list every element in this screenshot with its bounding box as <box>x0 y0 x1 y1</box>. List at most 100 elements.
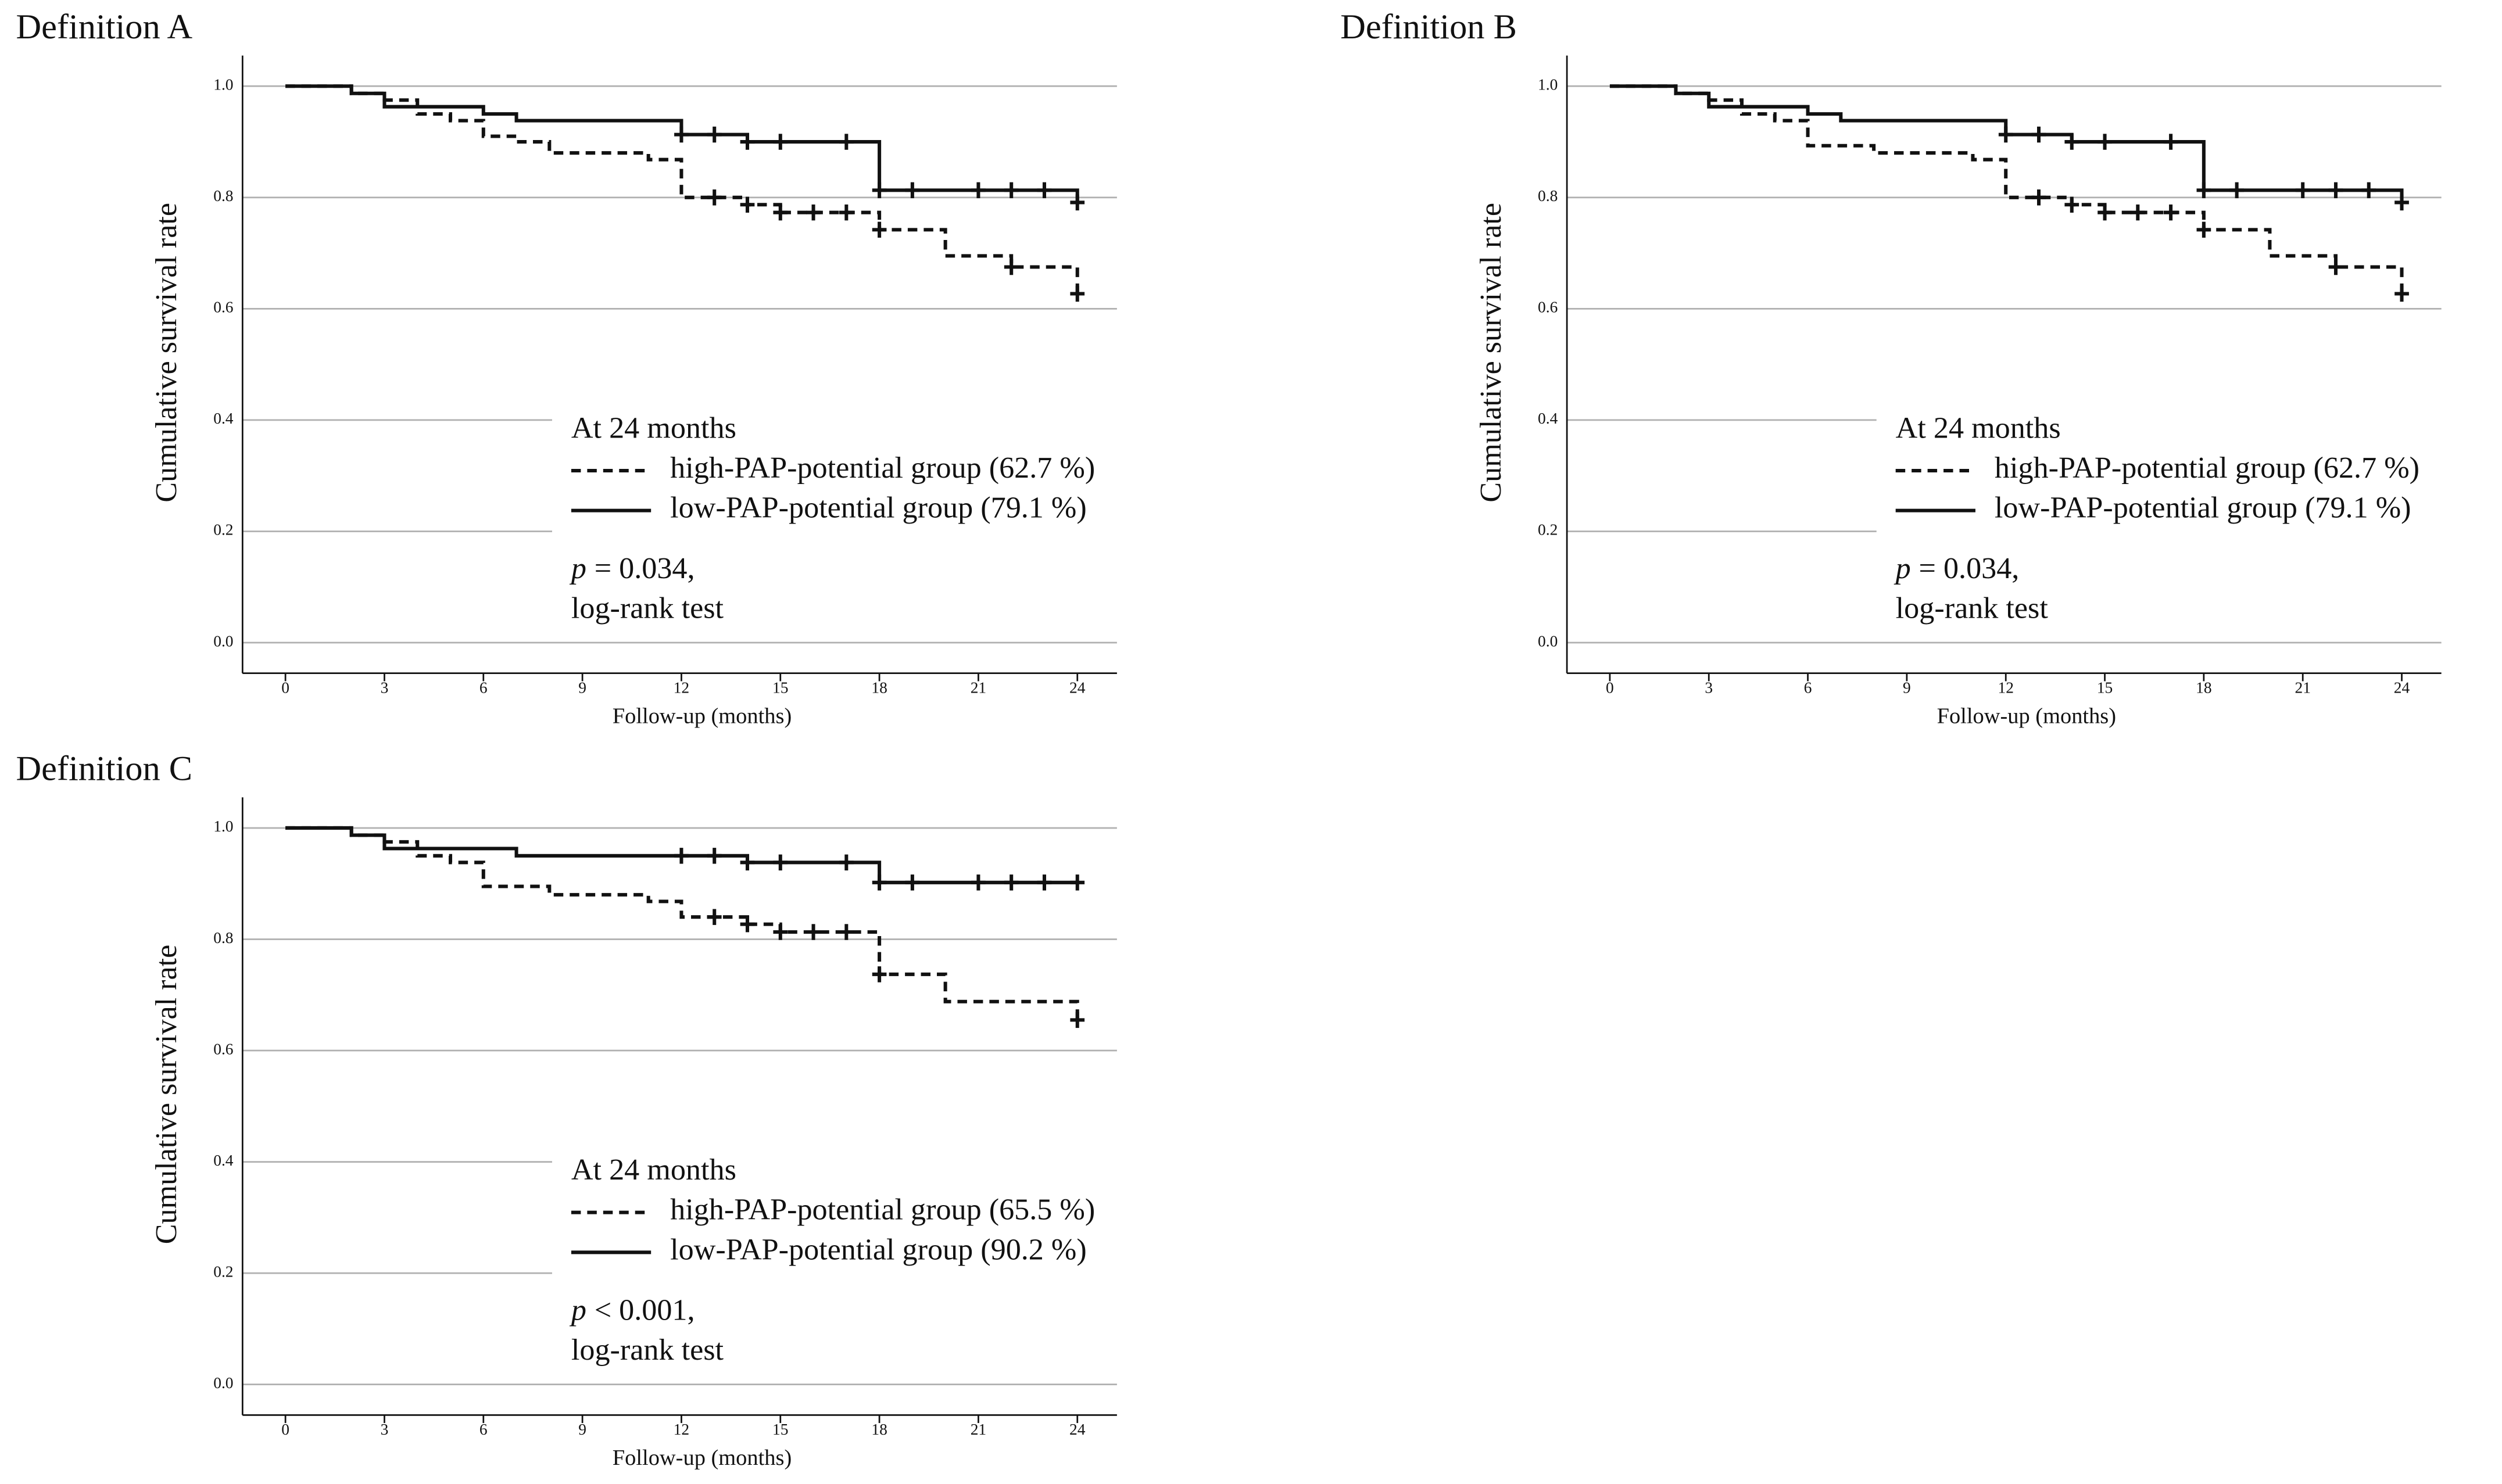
censor-mark <box>1070 194 1085 211</box>
y-tick-label: 0.8 <box>213 929 233 947</box>
censor-mark <box>1070 874 1085 891</box>
legend-label: low-PAP-potential group (90.2 %) <box>670 1233 1087 1266</box>
legend-title: At 24 months <box>571 411 736 445</box>
censor-mark <box>1037 874 1052 891</box>
censor-mark <box>2295 182 2310 199</box>
x-tick-label: 3 <box>381 679 389 696</box>
chart-title: Definition A <box>16 8 192 46</box>
censor-mark <box>740 854 755 871</box>
censor-mark <box>773 924 788 940</box>
censor-mark <box>2196 221 2211 238</box>
x-tick-label: 15 <box>2097 679 2113 696</box>
censor-mark <box>1004 874 1019 891</box>
legend-label: low-PAP-potential group (79.1 %) <box>670 492 1087 525</box>
y-tick-label: 0.0 <box>213 632 233 650</box>
censor-mark <box>1070 1012 1085 1028</box>
censor-mark <box>839 134 854 150</box>
p-value: p = 0.034, <box>1893 552 2020 585</box>
censor-mark <box>872 221 887 238</box>
censor-mark <box>1070 285 1085 302</box>
x-tick-label: 6 <box>479 1421 488 1438</box>
censor-mark <box>971 874 986 891</box>
y-tick-label: 1.0 <box>213 76 233 94</box>
chart-title: Definition B <box>1340 8 1517 46</box>
censor-mark <box>1004 182 1019 199</box>
x-axis-label: Follow-up (months) <box>613 1446 792 1470</box>
censor-mark <box>905 874 920 891</box>
censor-mark <box>872 874 887 891</box>
censor-mark <box>2130 204 2145 221</box>
censor-mark <box>2328 182 2343 199</box>
censor-mark <box>2328 259 2343 275</box>
y-axis-label: Cumulative survival rate <box>1474 203 1508 503</box>
x-tick-label: 12 <box>674 1421 689 1438</box>
censor-mark <box>707 909 722 925</box>
x-tick-label: 3 <box>1705 679 1713 696</box>
legend-background <box>1876 399 2502 632</box>
censor-mark <box>905 182 920 199</box>
x-tick-label: 24 <box>1069 1421 1086 1438</box>
y-tick-label: 0.0 <box>1538 632 1558 650</box>
p-value: p = 0.034, <box>569 552 695 585</box>
x-tick-label: 21 <box>971 679 986 696</box>
survival-curve <box>285 826 1079 1020</box>
legend-background <box>552 1141 1191 1374</box>
censor-mark <box>839 924 854 940</box>
censor-mark <box>674 848 689 864</box>
x-tick-label: 18 <box>871 1421 887 1438</box>
censor-mark <box>872 966 887 983</box>
y-tick-label: 0.4 <box>213 1152 234 1169</box>
x-tick-label: 15 <box>772 1421 788 1438</box>
censor-mark <box>839 854 854 871</box>
y-tick-label: 0.8 <box>1538 187 1558 205</box>
censor-mark <box>2163 204 2178 221</box>
y-tick-label: 1.0 <box>213 818 233 835</box>
censor-mark <box>2097 134 2112 150</box>
p-text: = 0.034, <box>595 552 695 585</box>
y-tick-label: 0.4 <box>213 410 234 427</box>
censor-mark <box>740 916 755 933</box>
panel: Definition C 0.0 0.2 0.4 0.6 0.8 1.0 0 3 6 9 12 15 18… <box>16 750 1191 1470</box>
censor-mark <box>707 126 722 143</box>
censor-mark <box>773 204 788 221</box>
survival-curve <box>1609 84 2404 294</box>
x-tick-label: 24 <box>1069 679 1086 696</box>
x-tick-label: 9 <box>578 679 586 696</box>
x-axis-label: Follow-up (months) <box>613 704 792 728</box>
p-symbol: p <box>1893 552 1911 585</box>
p-text: = 0.034, <box>1919 552 2020 585</box>
y-axis-label: Cumulative survival rate <box>150 203 183 503</box>
y-tick-label: 0.0 <box>213 1374 233 1392</box>
y-tick-label: 0.2 <box>213 1263 233 1280</box>
censor-mark <box>773 134 788 150</box>
censor-mark <box>2031 126 2046 143</box>
p-symbol: p <box>569 552 586 585</box>
p-value: p < 0.001, <box>569 1294 695 1327</box>
test-name: log-rank test <box>571 592 724 625</box>
y-tick-label: 0.2 <box>213 521 233 539</box>
survival-curve <box>1609 84 2404 203</box>
y-tick-label: 0.6 <box>213 299 233 316</box>
censor-mark <box>2229 182 2245 199</box>
censor-mark <box>674 126 689 143</box>
y-tick-label: 1.0 <box>1538 76 1558 94</box>
censor-mark <box>2394 194 2409 211</box>
censor-mark <box>2064 196 2079 213</box>
censor-mark <box>2361 182 2376 199</box>
y-tick-label: 0.4 <box>1538 410 1558 427</box>
censor-mark <box>806 924 821 940</box>
legend-title: At 24 months <box>1896 411 2061 445</box>
censor-mark <box>707 189 722 206</box>
x-tick-label: 12 <box>674 679 689 696</box>
legend-label: high-PAP-potential group (62.7 %) <box>670 451 1095 485</box>
legend-title: At 24 months <box>571 1153 736 1187</box>
x-tick-label: 6 <box>1804 679 1812 696</box>
censor-mark <box>2031 189 2046 206</box>
test-name: log-rank test <box>1896 592 2049 625</box>
censor-mark <box>872 182 887 199</box>
y-axis-label: Cumulative survival rate <box>150 945 183 1245</box>
x-tick-label: 0 <box>281 1421 289 1438</box>
censor-mark <box>971 182 986 199</box>
panel: Definition B 0.0 0.2 0.4 0.6 0.8 1.0 0 3 6 9 12 15 18… <box>1340 8 2502 728</box>
